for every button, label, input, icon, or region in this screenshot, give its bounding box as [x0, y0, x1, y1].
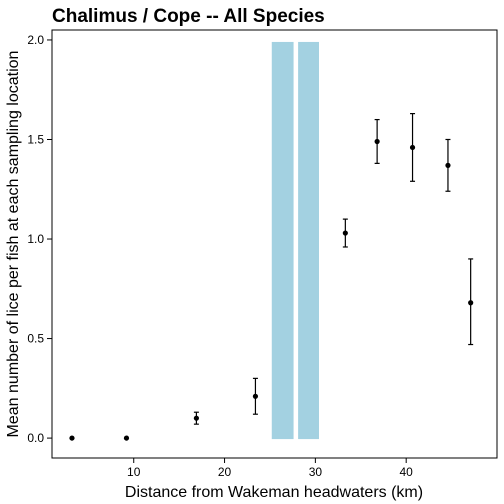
data-point-5	[342, 218, 348, 248]
point-marker	[252, 393, 259, 399]
x-tick-label: 30	[309, 465, 323, 479]
data-point-3	[193, 411, 199, 425]
point-marker	[342, 230, 348, 236]
y-tick-label: 2.0	[27, 33, 44, 47]
point-marker	[123, 435, 130, 441]
data-point-4	[252, 377, 259, 415]
x-tick-label: 20	[218, 465, 232, 479]
y-tick-label: 0.0	[27, 431, 44, 445]
data-point-7	[409, 113, 416, 182]
x-axis-label: Distance from Wakeman headwaters (km)	[125, 484, 423, 501]
data-point-8	[445, 138, 451, 192]
highlight-band-2	[298, 41, 319, 440]
data-point-9	[468, 258, 474, 346]
point-marker	[374, 138, 380, 145]
data-point-2	[123, 435, 130, 441]
point-marker	[193, 415, 199, 421]
y-axis-label: Mean number of lice per fish at each sam…	[5, 51, 22, 438]
point-marker	[409, 144, 416, 151]
x-tick-label: 10	[127, 465, 141, 479]
point-marker	[69, 435, 75, 441]
highlight-bands	[271, 41, 319, 440]
plot-frame	[51, 29, 498, 459]
y-tick-label: 1.0	[27, 232, 44, 246]
x-axis-ticks: 10 20 30 40	[127, 458, 413, 479]
point-marker	[445, 162, 451, 168]
y-tick-label: 0.5	[27, 332, 44, 346]
data-point-1	[69, 435, 75, 441]
data-points	[69, 113, 474, 441]
y-tick-label: 1.5	[27, 132, 44, 146]
chart-title: Chalimus / Cope -- All Species	[52, 6, 325, 27]
data-point-6	[374, 118, 380, 164]
x-tick-label: 40	[400, 465, 414, 479]
y-axis-ticks: 0.0 0.5 1.0 1.5 2.0	[27, 33, 52, 445]
point-marker	[468, 300, 474, 306]
highlight-band-1	[271, 41, 294, 440]
